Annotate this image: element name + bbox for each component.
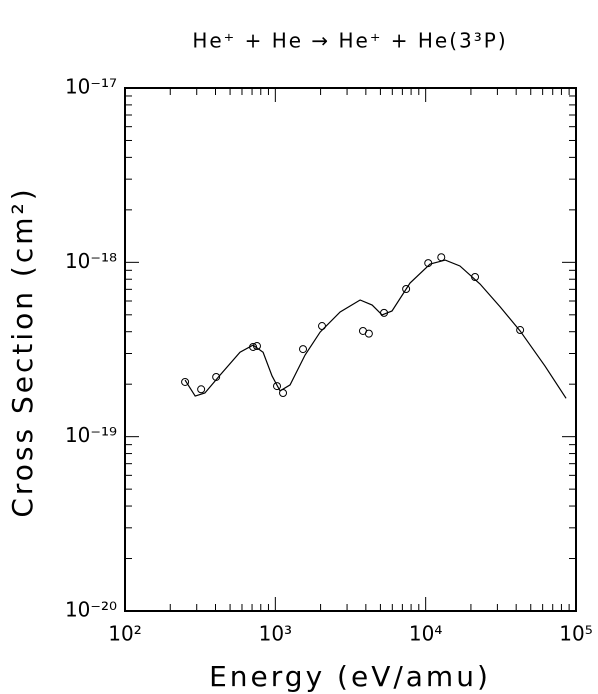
data-point (364, 329, 373, 338)
x-tick-label: 10² (108, 622, 141, 646)
y-axis-title: Cross Section (cm²) (6, 186, 39, 517)
chart-title: He⁺ + He → He⁺ + He(3³P) (192, 29, 507, 53)
y-tick-label: 10⁻¹⁷ (65, 75, 117, 99)
data-point (273, 382, 282, 391)
x-tick-label: 10⁵ (559, 622, 592, 646)
x-tick-label: 10⁴ (409, 622, 442, 646)
data-point (516, 326, 525, 335)
data-point (181, 377, 190, 386)
x-axis-title: Energy (eV/amu) (209, 660, 491, 693)
y-tick-label: 10⁻²⁰ (65, 598, 117, 622)
data-point (402, 285, 411, 294)
data-point (197, 385, 206, 394)
x-tick-label: 10³ (259, 622, 292, 646)
y-tick-label: 10⁻¹⁹ (65, 423, 117, 447)
y-tick-label: 10⁻¹⁸ (65, 249, 117, 273)
data-point (299, 345, 308, 354)
fit-line (184, 259, 567, 399)
plot-frame (124, 87, 577, 612)
data-point (437, 253, 446, 262)
